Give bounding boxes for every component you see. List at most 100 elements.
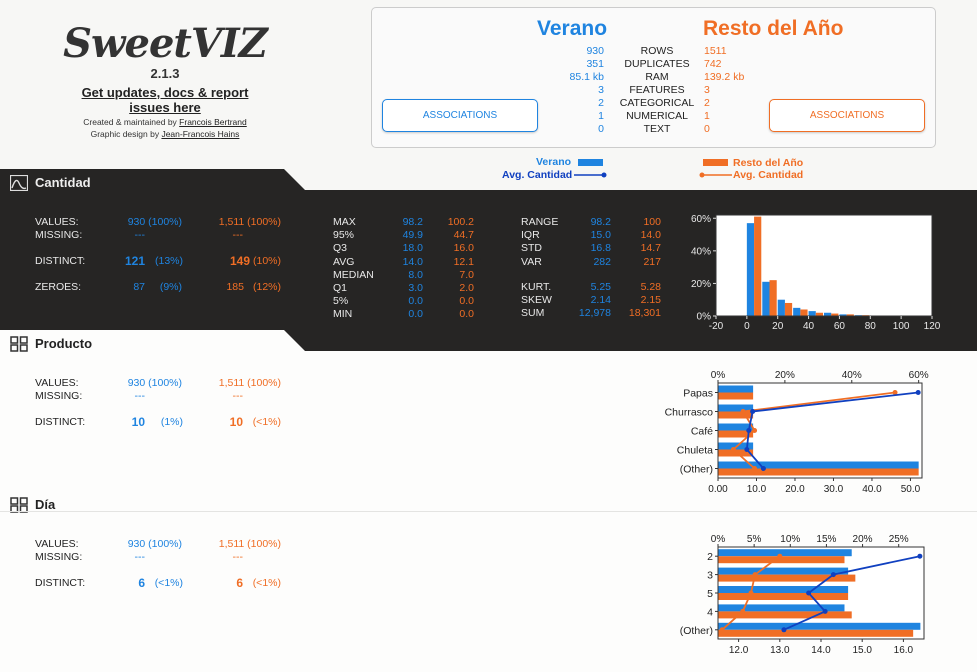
author-link[interactable]: Francois Bertrand xyxy=(179,117,247,127)
stat-label: 5% xyxy=(333,295,349,308)
stat-source-value: 0.0 xyxy=(408,295,423,308)
categorical-feature-icon xyxy=(10,497,28,513)
legend-source-avg-line xyxy=(574,172,607,178)
x-tick-label: 20 xyxy=(772,321,784,332)
y-tick-label: 40% xyxy=(691,246,711,257)
category-bar-source xyxy=(718,404,754,412)
summary-row-label: ROWS xyxy=(640,45,674,57)
category-bar-source xyxy=(718,622,921,630)
values-compare: 1,511 (100%) xyxy=(218,538,281,550)
stat-label: MIN xyxy=(333,308,353,321)
summary-row-label: RAM xyxy=(645,71,669,83)
avg-point-compare xyxy=(752,428,758,433)
producto-chart: Papas Churrasco Café Chuleta (Other) 0% 20% 40%… xyxy=(665,370,929,495)
feature-producto-tab[interactable]: Producto xyxy=(0,330,280,358)
distinct-compare: 149 xyxy=(229,254,250,268)
stat-compare-value: 100.2 xyxy=(447,216,474,228)
associations-button-source[interactable]: ASSOCIATIONS xyxy=(382,99,538,132)
stat-source-value: 98.2 xyxy=(402,216,423,228)
top-tick-label: 10% xyxy=(780,534,800,545)
bottom-tick-label: 12.0 xyxy=(729,645,749,656)
bottom-tick-label: 30.0 xyxy=(824,484,844,495)
avg-point-compare xyxy=(719,627,725,633)
summary-row-label: CATEGORICAL xyxy=(619,97,695,109)
feature-dia-tab[interactable]: Día xyxy=(0,491,280,519)
stat-label: IQR xyxy=(521,229,540,242)
logo-block: SweetVIZ 2.1.3 Get updates, docs & repor… xyxy=(60,20,270,140)
associations-button-compare[interactable]: ASSOCIATIONS xyxy=(769,99,925,132)
feature-cantidad-tab[interactable]: Cantidad xyxy=(0,169,280,197)
avg-point-compare xyxy=(748,590,754,596)
section-divider xyxy=(0,511,977,512)
bottom-tick-label: 20.0 xyxy=(785,484,805,495)
zeroes-label: ZEROES: xyxy=(35,281,82,293)
bottom-tick-label: 0.00 xyxy=(708,484,728,495)
stat-label: Q3 xyxy=(333,242,348,255)
avg-point-compare xyxy=(740,409,746,414)
numeric-feature-icon xyxy=(10,175,28,191)
avg-point-source xyxy=(830,572,836,578)
zeroes-compare: 185 xyxy=(226,281,244,293)
category-bar-source xyxy=(718,604,845,612)
legend-compare-avg-line xyxy=(699,172,732,178)
bottom-tick-label: 50.0 xyxy=(901,484,921,495)
legend-source: Verano xyxy=(536,156,572,168)
designer-link[interactable]: Jean-Francois Hains xyxy=(161,129,240,139)
summary-compare-value: 742 xyxy=(704,58,722,70)
y-tick-label: 60% xyxy=(691,214,711,225)
legend-compare-avg: Avg. Cantidad xyxy=(733,169,804,181)
distinct-label: DISTINCT: xyxy=(35,255,86,267)
x-tick-label: 60 xyxy=(834,321,846,332)
distinct-label: DISTINCT: xyxy=(35,416,86,428)
stat-source-value: 49.9 xyxy=(402,229,423,242)
bottom-tick-label: 10.0 xyxy=(747,484,767,495)
design-by: Graphic design by Jean-Francois Hains xyxy=(60,129,270,139)
stat-label: 95% xyxy=(333,229,355,242)
stat-source-value: 18.0 xyxy=(402,242,423,255)
category-bar-compare xyxy=(718,556,845,564)
summary-source-value: 85.1 kb xyxy=(569,71,604,83)
avg-point-compare xyxy=(740,608,746,614)
category-bar-compare xyxy=(718,593,849,600)
top-tick-label: 20% xyxy=(853,534,873,545)
stat-compare-value: 7.0 xyxy=(459,268,474,281)
distinct-compare-pct: (10%) xyxy=(252,255,281,267)
histogram-bar-compare xyxy=(754,216,762,316)
missing-source: --- xyxy=(134,390,146,402)
top-tick-label: 5% xyxy=(747,534,762,545)
stat-compare-value: 18,301 xyxy=(628,307,661,320)
x-tick-label: 80 xyxy=(865,321,877,332)
summary-source-value: 1 xyxy=(598,110,604,122)
histogram-bar-source xyxy=(824,312,832,316)
missing-compare: --- xyxy=(232,551,244,563)
summary-row-label: FEATURES xyxy=(629,84,685,96)
stat-source-value: 8.0 xyxy=(408,268,423,281)
summary-row-label: TEXT xyxy=(643,123,671,135)
updates-link[interactable]: Get updates, docs & report issues here xyxy=(81,85,249,115)
stat-compare-value: 5.28 xyxy=(640,281,661,293)
stat-label: AVG xyxy=(333,255,355,268)
values-label: VALUES: xyxy=(35,538,79,550)
missing-label: MISSING: xyxy=(35,551,83,563)
distinct-compare: 6 xyxy=(236,576,243,590)
top-tick-label: 15% xyxy=(816,534,836,545)
category-bar-compare xyxy=(718,430,754,438)
distinct-label: DISTINCT: xyxy=(35,577,86,589)
brand-logo: SweetVIZ xyxy=(63,20,268,67)
bottom-tick-label: 15.0 xyxy=(852,645,872,656)
summary-panel: Verano Resto del Año 930 ROWS 1511 351 DUPLI… xyxy=(371,7,936,148)
distinct-source: 6 xyxy=(138,576,145,590)
top-tick-label: 40% xyxy=(842,370,862,381)
bottom-tick-label: 16.0 xyxy=(894,645,914,656)
stat-source-value: 12,978 xyxy=(578,307,611,320)
stat-source-value: 3.0 xyxy=(408,282,423,294)
stat-compare-value: 217 xyxy=(643,255,661,268)
category-bar-source xyxy=(718,423,754,431)
version: 2.1.3 xyxy=(150,66,180,81)
distinct-compare-pct: (<1%) xyxy=(252,416,281,428)
histogram-bar-compare xyxy=(846,314,854,316)
cantidad-histogram: -20 0 20 40 60 80 100 120 0% 20% 40% 60% xyxy=(691,214,941,332)
top-tick-label: 60% xyxy=(909,370,929,381)
stat-compare-value: 16.0 xyxy=(453,242,474,255)
stat-compare-value: 100 xyxy=(643,216,661,228)
